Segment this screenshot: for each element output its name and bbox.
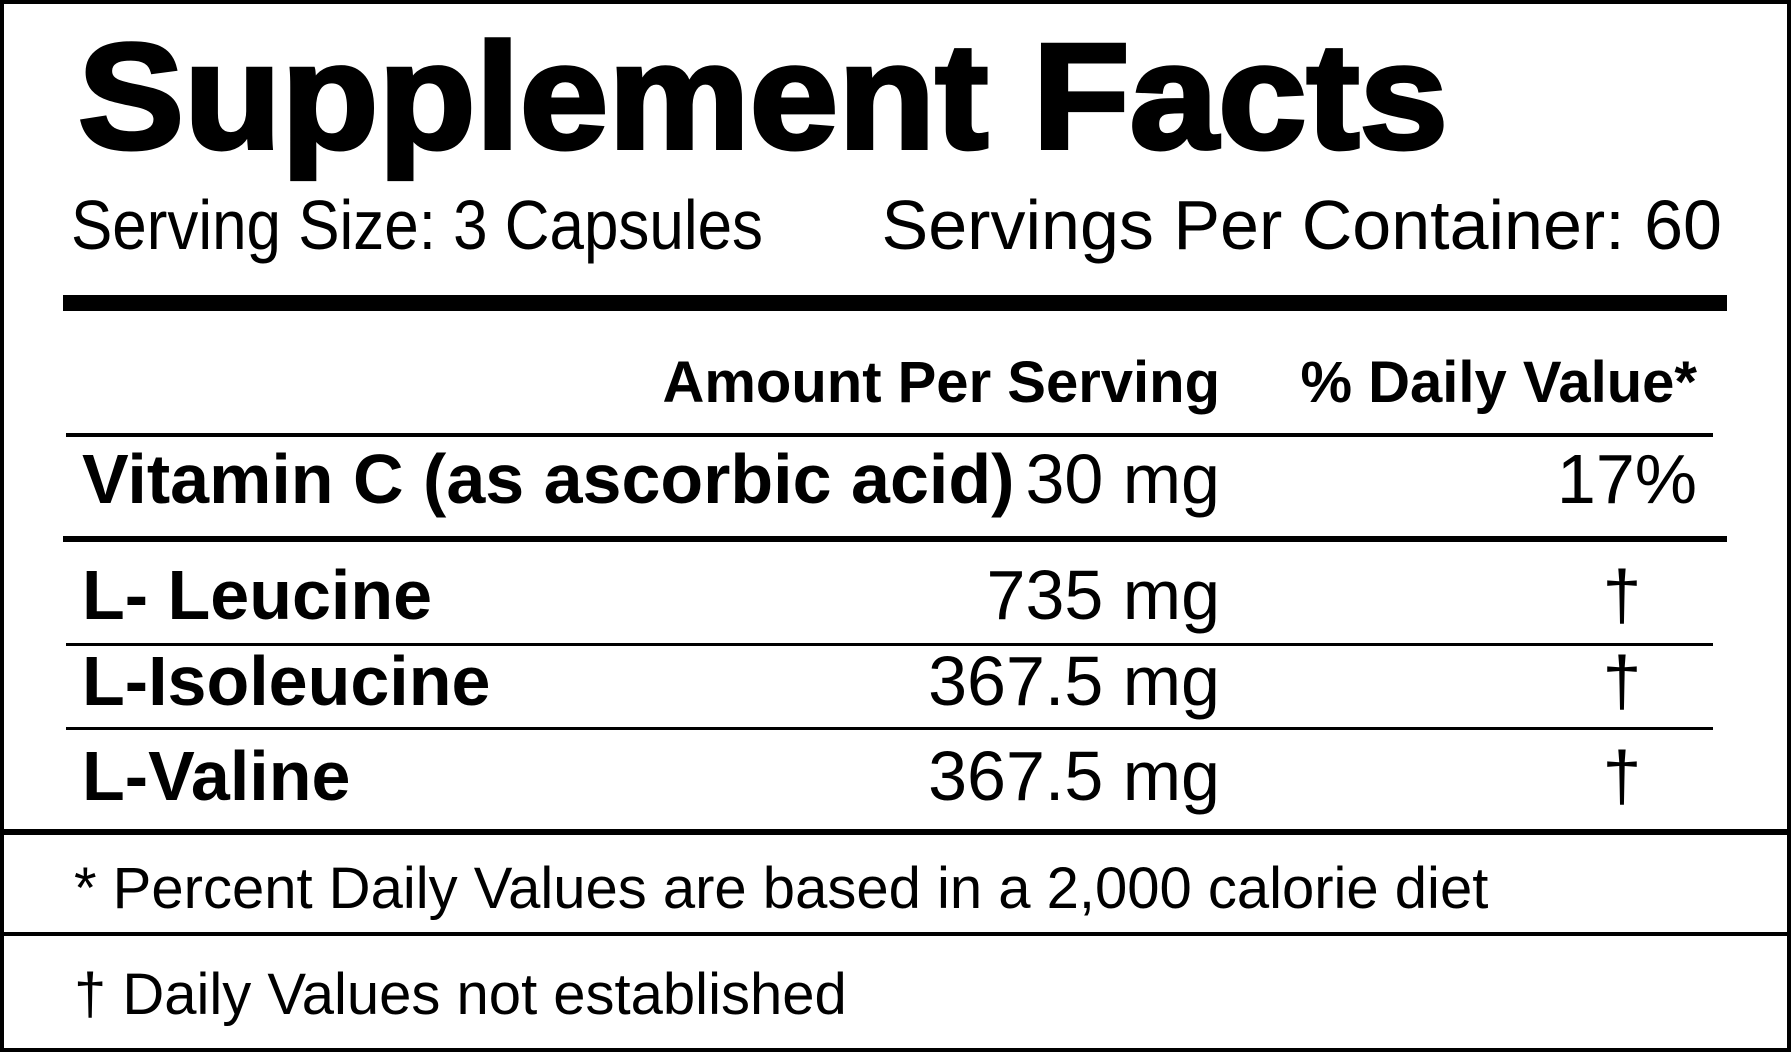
daily-value: 17% [1557, 440, 1697, 518]
amount: 735 mg [987, 556, 1220, 634]
amount: 367.5 mg [928, 737, 1220, 815]
nutrient-name: Vitamin C (as ascorbic acid) [82, 440, 1014, 518]
daily-value: † [1603, 642, 1642, 720]
serving-size: Serving Size: 3 Capsules [71, 186, 763, 264]
daily-value: † [1603, 737, 1642, 815]
rule [63, 536, 1727, 542]
rule [66, 643, 1713, 646]
rule [0, 932, 1791, 936]
amount: 367.5 mg [928, 642, 1220, 720]
nutrient-name: L- Leucine [82, 556, 432, 634]
rule [0, 829, 1791, 835]
footnote: * Percent Daily Values are based in a 2,… [74, 856, 1488, 921]
column-header: Amount Per Serving [662, 350, 1220, 415]
daily-value: † [1603, 556, 1642, 634]
thick-rule [63, 295, 1727, 311]
rule [66, 727, 1713, 730]
amount: 30 mg [1025, 440, 1220, 518]
column-header: % Daily Value* [1300, 350, 1697, 415]
footnote: † Daily Values not established [74, 962, 847, 1027]
nutrient-name: L-Isoleucine [82, 642, 490, 720]
nutrient-name: L-Valine [82, 737, 350, 815]
rule [66, 433, 1713, 437]
servings-per-container: Servings Per Container: 60 [882, 186, 1722, 264]
title: Supplement Facts [78, 12, 1448, 180]
